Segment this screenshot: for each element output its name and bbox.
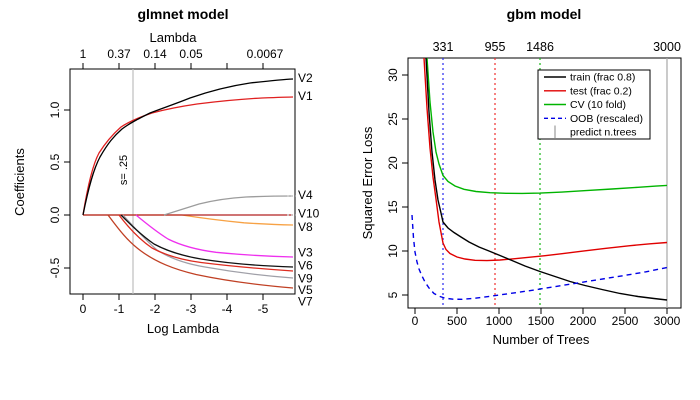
svg-text:331: 331 [433, 40, 454, 54]
svg-text:2500: 2500 [612, 314, 639, 328]
gbm-y-axis-ticks [402, 74, 408, 296]
curve-v7 [107, 214, 294, 289]
glmnet-x-axis-tick-labels: 0 -1 -2 -3 -4 -5 [80, 302, 269, 316]
glmnet-top-axis-label: Lambda [150, 30, 198, 45]
svg-text:-0.5: -0.5 [48, 257, 62, 278]
svg-text:25: 25 [386, 112, 400, 126]
svg-text:-1: -1 [114, 302, 125, 316]
svg-text:V8: V8 [298, 220, 313, 234]
glmnet-top-axis-tick-labels: 1 0.37 0.14 0.05 0.0067 [80, 47, 284, 61]
svg-text:15: 15 [386, 200, 400, 214]
svg-text:V2: V2 [298, 71, 313, 85]
glmnet-x-axis-label: Log Lambda [147, 321, 220, 336]
svg-text:V10: V10 [298, 207, 320, 221]
curve-test [423, 57, 668, 262]
svg-text:-5: -5 [258, 302, 269, 316]
svg-text:1.0: 1.0 [48, 101, 62, 118]
glmnet-coefficient-paths [82, 78, 294, 289]
svg-text:500: 500 [447, 314, 467, 328]
svg-text:0.14: 0.14 [143, 47, 167, 61]
glmnet-plot-box [69, 68, 296, 295]
svg-text:V7: V7 [298, 295, 313, 309]
glmnet-y-axis-tick-labels: 1.0 0.5 0.0 -0.5 [48, 101, 62, 278]
glmnet-title: glmnet model [137, 6, 228, 22]
svg-text:0.5: 0.5 [48, 153, 62, 170]
glmnet-y-axis-ticks [64, 109, 70, 269]
gbm-error-curves [411, 57, 668, 301]
svg-text:0.37: 0.37 [107, 47, 131, 61]
svg-text:train (frac 0.8): train (frac 0.8) [570, 72, 635, 84]
svg-text:3000: 3000 [653, 40, 681, 54]
svg-text:0.0: 0.0 [48, 206, 62, 223]
svg-text:predict n.trees: predict n.trees [570, 127, 637, 139]
svg-text:0: 0 [412, 314, 419, 328]
svg-text:1: 1 [80, 47, 87, 61]
svg-text:5: 5 [386, 291, 400, 298]
curve-v8 [83, 214, 294, 226]
curve-v4 [163, 195, 294, 216]
svg-text:-4: -4 [222, 302, 233, 316]
glmnet-label-connectors [287, 195, 296, 216]
gbm-y-axis-label: Squared Error Loss [360, 126, 375, 239]
svg-text:1500: 1500 [528, 314, 555, 328]
svg-text:0.05: 0.05 [179, 47, 203, 61]
svg-text:CV (10 fold): CV (10 fold) [570, 99, 626, 111]
svg-text:V9: V9 [298, 272, 313, 286]
svg-text:V1: V1 [298, 89, 313, 103]
gbm-legend: train (frac 0.8) test (frac 0.2) CV (10 … [537, 69, 651, 140]
glmnet-plot: glmnet model Lambda s= .25 1 0.37 0.14 0… [12, 6, 320, 336]
curve-train [425, 57, 668, 301]
curve-v2 [82, 78, 294, 216]
curve-oob [411, 214, 668, 301]
curve-v6 [120, 214, 294, 268]
gbm-plot: gbm model 331 955 1486 3000 [360, 6, 682, 347]
glmnet-series-labels: V2 V1 V4 V10 V8 V3 V6 V9 V5 V7 [298, 71, 320, 309]
svg-text:-2: -2 [150, 302, 161, 316]
svg-text:V4: V4 [298, 188, 313, 202]
curve-v9 [118, 214, 294, 272]
glmnet-y-axis-label: Coefficients [12, 148, 27, 216]
svg-text:2000: 2000 [570, 314, 597, 328]
svg-text:V3: V3 [298, 246, 313, 260]
svg-text:V6: V6 [298, 259, 313, 273]
curve-cv [426, 57, 668, 195]
glmnet-top-axis-ticks [82, 63, 264, 69]
svg-text:955: 955 [485, 40, 506, 54]
svg-text:0.0067: 0.0067 [247, 47, 284, 61]
svg-text:OOB (rescaled): OOB (rescaled) [570, 113, 643, 125]
svg-text:30: 30 [386, 68, 400, 82]
svg-text:V5: V5 [298, 283, 313, 297]
gbm-top-labels: 331 955 1486 3000 [433, 40, 681, 54]
glmnet-s-label: s= .25 [118, 155, 130, 185]
gbm-x-axis-tick-labels: 0 500 1000 1500 2000 2500 3000 [412, 314, 681, 328]
legend-box [537, 69, 651, 140]
gbm-x-axis-label: Number of Trees [493, 332, 590, 347]
glmnet-x-axis-ticks [82, 294, 264, 300]
gbm-title: gbm model [507, 6, 582, 22]
svg-text:-3: -3 [186, 302, 197, 316]
gbm-x-axis-ticks [414, 308, 668, 314]
svg-text:10: 10 [386, 244, 400, 258]
svg-text:1000: 1000 [486, 314, 513, 328]
curve-v3 [135, 214, 294, 258]
gbm-plot-box [407, 57, 682, 309]
curve-v1 [82, 96, 294, 216]
gbm-y-axis-tick-labels: 5 10 15 20 25 30 [386, 68, 400, 298]
svg-text:3000: 3000 [654, 314, 681, 328]
svg-text:1486: 1486 [526, 40, 554, 54]
svg-text:test (frac 0.2): test (frac 0.2) [570, 85, 632, 97]
svg-text:20: 20 [386, 156, 400, 170]
svg-text:0: 0 [80, 302, 87, 316]
